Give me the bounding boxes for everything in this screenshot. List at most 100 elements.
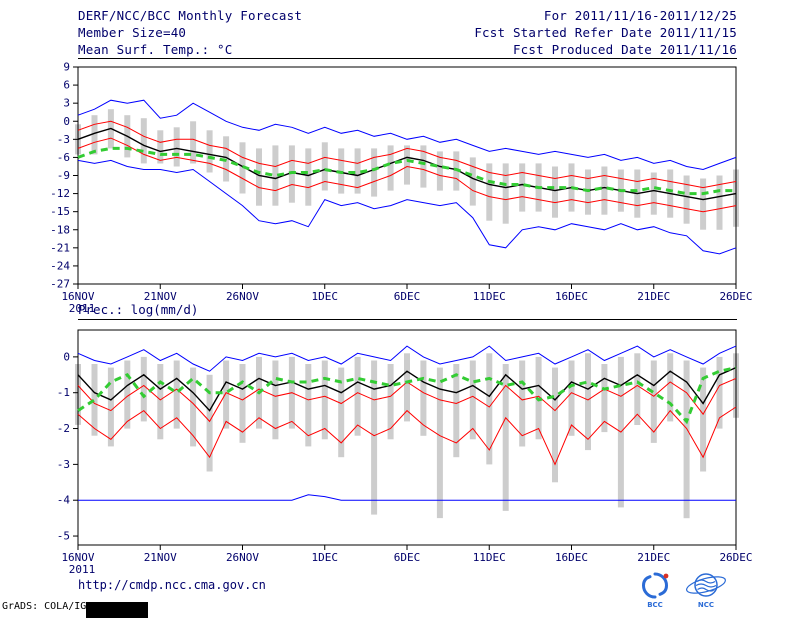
y-tick-label: -15 — [50, 205, 70, 218]
spread-bar — [256, 148, 262, 206]
reference-line — [77, 366, 737, 425]
ncc-logo-globe — [694, 573, 718, 597]
grads-credit: GrADS: COLA/IGES — [2, 601, 99, 612]
spread-bar — [140, 118, 147, 164]
spread-bar — [321, 142, 328, 191]
spread-bar — [585, 353, 591, 451]
spread-bar — [321, 360, 328, 440]
y-tick-label: -2 — [57, 422, 70, 435]
header-row-1: DERF/NCC/BCC Monthly Forecast For 2011/1… — [78, 7, 737, 24]
fcst-produced-date: Fcst Produced Date 2011/11/16 — [512, 42, 737, 57]
spread-bar — [700, 178, 707, 230]
x-axis: 16NOV 21NOV 26NOV 1DEC 6DEC 11DEC 16DEC 21DEC 26… — [61, 545, 753, 574]
footer-black-box — [86, 602, 148, 618]
spread-bar — [420, 360, 427, 436]
spread-bar — [223, 360, 230, 429]
lower-envelope-line — [78, 494, 736, 501]
y-tick-label: 6 — [63, 79, 70, 92]
spread-bar — [634, 353, 641, 425]
spread-bar — [206, 374, 213, 472]
x-axis-year-label: 2011 — [69, 563, 96, 574]
x-tick-label: 26DEC — [719, 290, 752, 303]
spread-bar — [716, 356, 723, 429]
spread-bar — [469, 157, 476, 206]
spread-bar — [650, 172, 657, 215]
y-tick-label: -9 — [57, 169, 70, 182]
upper-envelope-line — [77, 99, 737, 171]
spread-bar — [469, 360, 476, 440]
x-axis: 16NOV 21NOV 26NOV 1DEC 6DEC 11DEC 16DEC 21DEC 26… — [61, 284, 753, 312]
lower-band-line — [77, 137, 737, 213]
y-tick-label: -4 — [57, 494, 71, 507]
spread-bar — [371, 360, 378, 515]
bcc-logo-label: BCC — [647, 601, 663, 608]
prec-chart-title: Prec.: log(mm/d) — [78, 302, 199, 317]
spread-bar — [338, 367, 345, 458]
reference-line — [77, 146, 736, 196]
x-tick-label: 1DEC — [312, 551, 339, 564]
y-tick-label: -12 — [50, 187, 70, 200]
spread-bar — [157, 364, 164, 440]
spread-bar — [502, 163, 509, 224]
x-tick-label: 1DEC — [312, 290, 339, 303]
temp-chart-title: Mean Surf. Temp.: °C — [78, 42, 233, 57]
bcc-logo-red-dot — [663, 573, 669, 579]
spread-bar — [601, 364, 608, 433]
upper-envelope-line — [77, 345, 737, 372]
x-tick-label: 21NOV — [144, 290, 177, 303]
footer-logos: BCC NCC — [636, 570, 728, 608]
y-tick-label: -3 — [57, 458, 70, 471]
header: DERF/NCC/BCC Monthly Forecast For 2011/1… — [78, 7, 737, 58]
spread-bar — [404, 145, 410, 185]
y-tick-label: -3 — [57, 133, 70, 146]
y-tick-label: 0 — [63, 115, 70, 128]
site-url: http://cmdp.ncc.cma.gov.cn — [78, 578, 266, 592]
spread-bar — [107, 367, 114, 447]
spread-bar — [91, 364, 98, 436]
header-underline — [78, 58, 737, 59]
spread-bar — [387, 145, 394, 191]
spread-bar — [552, 166, 558, 218]
spread-bar — [288, 145, 295, 203]
spread-bar — [486, 163, 493, 221]
spread-bar — [387, 364, 394, 440]
header-row-3: Mean Surf. Temp.: °C Fcst Produced Date … — [78, 41, 737, 58]
ncc-logo-orbit — [686, 576, 726, 594]
x-tick-label: 16DEC — [555, 290, 588, 303]
spread-bar — [716, 175, 723, 230]
ensemble-mean-line — [77, 366, 737, 412]
x-tick-label: 16DEC — [555, 551, 588, 564]
header-row-2: Member Size=40 Fcst Started Refer Date 2… — [78, 24, 737, 41]
forecast-range: For 2011/11/16-2011/12/25 — [543, 8, 737, 23]
spread-bar — [667, 353, 674, 422]
x-tick-label: 26NOV — [226, 290, 259, 303]
x-tick-label: 26DEC — [719, 551, 752, 564]
spread-bar — [568, 360, 575, 436]
y-axis: 0 -1 -2 -3 -4 -5 — [57, 350, 78, 543]
y-tick-label: -21 — [50, 241, 70, 254]
y-tick-label: 9 — [63, 61, 70, 74]
spread-bar — [420, 145, 427, 188]
ensemble-spread-bars — [75, 353, 739, 519]
spread-bar — [354, 148, 361, 194]
x-tick-label: 21NOV — [144, 551, 177, 564]
spread-bar — [173, 360, 180, 429]
spread-bar — [157, 130, 164, 164]
y-tick-label: -24 — [50, 259, 70, 272]
lower-envelope-line — [77, 159, 737, 255]
x-tick-label: 21DEC — [637, 290, 670, 303]
spread-bar — [354, 356, 361, 436]
prec-title-underline — [78, 319, 737, 320]
y-tick-label: -1 — [57, 386, 70, 399]
x-tick-label: 6DEC — [394, 290, 421, 303]
x-tick-label: 16NOV — [61, 290, 94, 303]
spread-bar — [502, 364, 509, 511]
spread-bar — [436, 367, 443, 519]
x-tick-label: 21DEC — [637, 551, 670, 564]
y-tick-label: -6 — [57, 151, 70, 164]
spread-bar — [683, 175, 690, 224]
ncc-logo: NCC — [686, 573, 726, 608]
member-size: Member Size=40 — [78, 25, 187, 40]
